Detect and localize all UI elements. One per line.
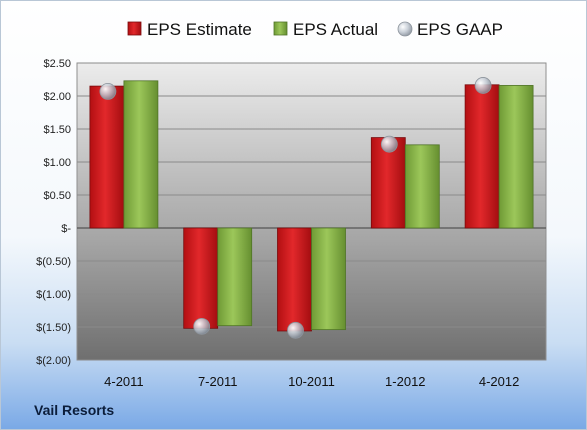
eps-actual-bar xyxy=(498,85,534,229)
legend-swatch-actual xyxy=(273,21,288,36)
company-label: Vail Resorts xyxy=(34,402,115,418)
eps-estimate-bar xyxy=(89,85,125,229)
x-tick-label: 10-2011 xyxy=(288,374,335,389)
eps-estimate-bar xyxy=(464,84,500,229)
y-tick-label: $2.00 xyxy=(43,91,71,103)
y-tick-label: $(0.50) xyxy=(36,256,71,268)
legend-label: EPS Actual xyxy=(293,20,378,39)
eps-estimate-bar xyxy=(370,137,406,229)
legend-swatch-estimate xyxy=(127,21,142,36)
eps-gaap-marker xyxy=(380,135,398,153)
x-tick-label: 4-2012 xyxy=(479,374,519,389)
y-tick-label: $(1.00) xyxy=(36,289,71,301)
eps-estimate-bar xyxy=(277,227,312,332)
x-tick-label: 7-2011 xyxy=(198,374,238,389)
legend-swatch-gaap xyxy=(397,21,413,37)
y-tick-label: $0.50 xyxy=(43,190,71,202)
eps-actual-bar xyxy=(311,227,346,331)
eps-gaap-marker xyxy=(193,317,211,335)
eps-actual-bar xyxy=(217,227,253,327)
eps-actual-bar xyxy=(123,80,159,229)
legend-label: EPS Estimate xyxy=(147,20,252,39)
x-tick-label: 4-2011 xyxy=(104,374,144,389)
x-tick-label: 1-2012 xyxy=(385,374,425,389)
y-tick-label: $1.50 xyxy=(43,124,71,136)
eps-actual-bar xyxy=(404,144,440,229)
eps-gaap-marker xyxy=(474,77,492,94)
y-tick-label: $2.50 xyxy=(43,58,71,70)
eps-gaap-marker xyxy=(99,82,117,100)
y-tick-label: $(2.00) xyxy=(36,355,71,367)
eps-estimate-bar xyxy=(183,227,219,329)
y-tick-label: $1.00 xyxy=(43,157,71,169)
eps-gaap-marker xyxy=(287,321,304,339)
y-tick-label: $(1.50) xyxy=(36,322,71,334)
y-tick-label: $- xyxy=(61,223,71,235)
legend-label: EPS GAAP xyxy=(417,20,503,39)
